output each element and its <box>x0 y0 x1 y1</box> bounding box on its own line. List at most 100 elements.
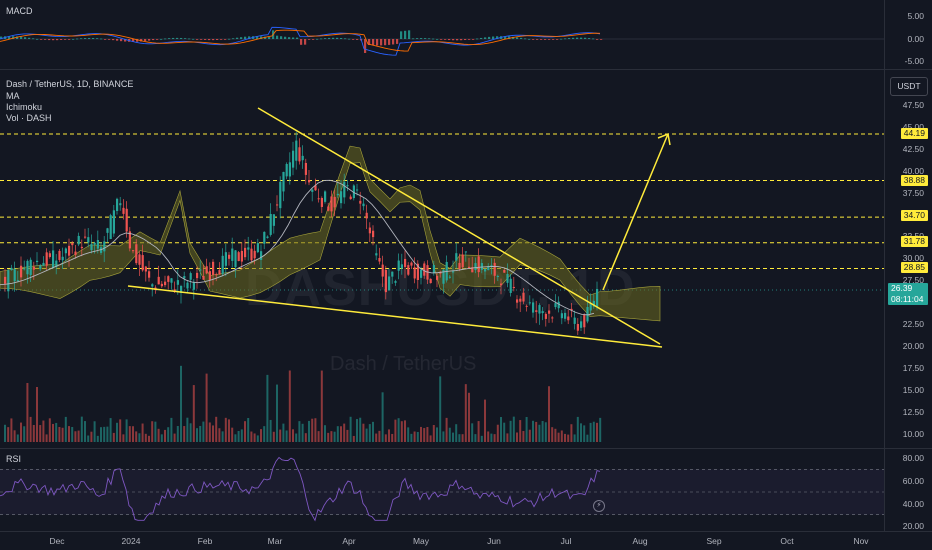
candle-body <box>45 252 48 266</box>
volume-bar <box>80 416 83 442</box>
indicator-ma-label[interactable]: MA <box>6 91 20 101</box>
macd-histogram-bar <box>116 39 119 41</box>
volume-bar <box>407 427 410 442</box>
rsi-axis[interactable]: 80.00 60.00 40.00 20.00 <box>884 449 932 531</box>
price-tick: 20.00 <box>902 341 924 351</box>
volume-bar <box>410 433 413 442</box>
macd-histogram-bar <box>484 37 487 39</box>
currency-button[interactable]: USDT <box>890 77 928 96</box>
candle-body <box>32 266 35 270</box>
macd-histogram-bar <box>88 37 91 39</box>
candle-body <box>173 289 176 292</box>
main-chart-pane[interactable]: DASHUSDT, 1D Dash / TetherUS Dash / Teth… <box>0 70 884 512</box>
volume-bar <box>455 424 458 442</box>
macd-histogram-bar <box>268 37 271 39</box>
volume-bar <box>320 370 323 442</box>
macd-histogram-bar <box>220 39 223 40</box>
candle-body <box>192 281 195 290</box>
volume-bar <box>7 427 10 442</box>
price-axis[interactable]: 47.5045.0042.5040.0037.5035.0032.5030.00… <box>884 70 932 448</box>
time-tick: Apr <box>342 536 356 546</box>
volume-bar <box>352 435 355 442</box>
level-tag: 38.88 <box>900 175 928 186</box>
candle-body <box>122 207 125 214</box>
candle-body <box>125 208 128 232</box>
macd-histogram-bar <box>332 37 335 39</box>
volume-bar <box>10 418 13 442</box>
current-price-tag: 26.39 08:11:04 <box>888 283 928 305</box>
macd-histogram-bar <box>64 39 67 40</box>
volume-bar <box>592 421 595 442</box>
volume-bar <box>288 370 291 442</box>
volume-bar <box>490 433 493 442</box>
volume-bar <box>58 426 61 442</box>
macd-histogram-bar <box>100 38 103 40</box>
volume-bar <box>580 423 582 442</box>
candle-body <box>247 247 250 250</box>
candle-body <box>295 140 298 161</box>
macd-histogram-bar <box>396 39 399 44</box>
candle-body <box>397 260 400 271</box>
volume-bar <box>506 433 509 442</box>
candle-body <box>532 302 535 313</box>
volume-bar <box>42 420 45 442</box>
volume-bar <box>176 426 179 442</box>
candle-body <box>263 231 266 244</box>
candle-body <box>439 271 442 274</box>
macd-histogram-bar <box>476 38 479 40</box>
volume-bar <box>199 425 202 442</box>
macd-pane[interactable]: MACD <box>0 0 884 68</box>
macd-histogram-bar <box>516 37 519 39</box>
macd-histogram-bar <box>72 38 75 40</box>
candle-body <box>116 198 119 212</box>
candle-body <box>234 250 237 268</box>
rsi-pane[interactable]: RSI <box>0 449 884 531</box>
volume-bar <box>103 426 106 442</box>
macd-histogram-bar <box>136 39 139 42</box>
candle-body <box>231 248 234 261</box>
macd-histogram-bar <box>144 39 147 42</box>
symbol-title[interactable]: Dash / TetherUS, 1D, BINANCE <box>6 79 134 89</box>
macd-histogram-bar <box>524 38 527 40</box>
candle-body <box>394 281 397 283</box>
candle-body <box>522 292 525 302</box>
macd-histogram-bar <box>124 39 127 42</box>
indicator-ichimoku-label[interactable]: Ichimoku <box>6 102 43 112</box>
flash-icon[interactable]: ⚡ <box>593 500 605 512</box>
volume-bar <box>554 428 557 442</box>
volume-bar <box>52 423 54 442</box>
volume-bar <box>528 429 531 442</box>
candle-body <box>282 171 285 192</box>
time-tick: May <box>412 536 430 546</box>
pane-divider[interactable] <box>0 69 932 70</box>
volume-bar <box>45 434 48 442</box>
indicator-volume-label[interactable]: Vol · DASH <box>6 113 52 123</box>
macd-histogram-bar <box>424 38 427 39</box>
macd-price-axis[interactable]: 5.00 0.00 -5.00 <box>884 0 932 68</box>
volume-bar <box>205 373 208 442</box>
macd-histogram-bar <box>328 37 331 39</box>
volume-bar <box>285 430 288 442</box>
candle-body <box>324 191 327 202</box>
candle-body <box>279 181 282 209</box>
macd-histogram-bar <box>364 39 367 53</box>
candle-body <box>48 253 51 257</box>
volume-bar <box>365 428 368 442</box>
volume-bar <box>368 424 371 442</box>
candle-body <box>378 258 381 262</box>
candle-body <box>228 254 231 259</box>
volume-bar <box>183 426 186 442</box>
macd-histogram-bar <box>168 38 171 39</box>
candle-body <box>176 280 179 285</box>
volume-bar <box>394 419 397 442</box>
pane-divider[interactable] <box>0 448 932 449</box>
macd-histogram-bar <box>104 39 107 40</box>
volume-bar <box>295 433 298 442</box>
candle-body <box>516 299 519 303</box>
macd-histogram-bar <box>312 39 315 40</box>
volume-bar <box>90 431 93 442</box>
macd-histogram-bar <box>504 36 507 39</box>
candle-body <box>202 276 205 280</box>
volume-bar <box>141 423 144 442</box>
volume-bar <box>381 392 384 442</box>
